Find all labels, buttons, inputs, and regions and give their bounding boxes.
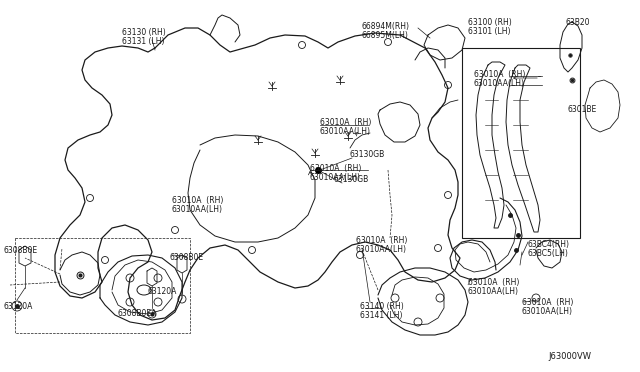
Text: 63BC5(LH): 63BC5(LH) <box>528 249 569 258</box>
Text: 66895M(LH): 66895M(LH) <box>362 31 409 40</box>
Text: 63130GB: 63130GB <box>350 150 385 159</box>
Text: 63120A: 63120A <box>4 302 33 311</box>
Text: 63010A  (RH): 63010A (RH) <box>320 118 371 127</box>
Text: 63010AA(LH): 63010AA(LH) <box>172 205 223 214</box>
Text: 63131 (LH): 63131 (LH) <box>122 37 164 46</box>
Text: 63010A  (RH): 63010A (RH) <box>356 236 408 245</box>
Text: 63100 (RH): 63100 (RH) <box>468 18 512 27</box>
Bar <box>462 48 580 238</box>
Text: 63130GB: 63130GB <box>333 175 368 184</box>
Text: 63101 (LH): 63101 (LH) <box>468 27 511 36</box>
Text: 63010A  (RH): 63010A (RH) <box>522 298 573 307</box>
Text: 63010A  (RH): 63010A (RH) <box>172 196 223 205</box>
Text: 63010AA(LH): 63010AA(LH) <box>474 79 525 88</box>
Text: 6308B0EA: 6308B0EA <box>118 309 157 318</box>
Text: J63000VW: J63000VW <box>548 352 591 361</box>
Text: 63010AA(LH): 63010AA(LH) <box>356 245 407 254</box>
Text: 6308B0E: 6308B0E <box>170 253 204 262</box>
Text: 63010AA(LH): 63010AA(LH) <box>310 173 361 182</box>
Text: 6308B0E: 6308B0E <box>4 246 38 255</box>
Bar <box>15 238 190 333</box>
Text: 63120A: 63120A <box>148 287 177 296</box>
Text: 63010A  (RH): 63010A (RH) <box>310 164 362 173</box>
Text: 63010AA(LH): 63010AA(LH) <box>468 287 519 296</box>
Text: 63010AA(LH): 63010AA(LH) <box>522 307 573 316</box>
Text: 63010AA(LH): 63010AA(LH) <box>320 127 371 136</box>
Text: 63010A  (RH): 63010A (RH) <box>468 278 520 287</box>
Text: 63130 (RH): 63130 (RH) <box>122 28 166 37</box>
Text: 63B20: 63B20 <box>565 18 589 27</box>
Text: 63141 (LH): 63141 (LH) <box>360 311 403 320</box>
Text: 63140 (RH): 63140 (RH) <box>360 302 404 311</box>
Text: 6301BE: 6301BE <box>568 105 597 114</box>
Text: 66894M(RH): 66894M(RH) <box>362 22 410 31</box>
Text: 63010A  (RH): 63010A (RH) <box>474 70 525 79</box>
Text: 63BC4(RH): 63BC4(RH) <box>528 240 570 249</box>
